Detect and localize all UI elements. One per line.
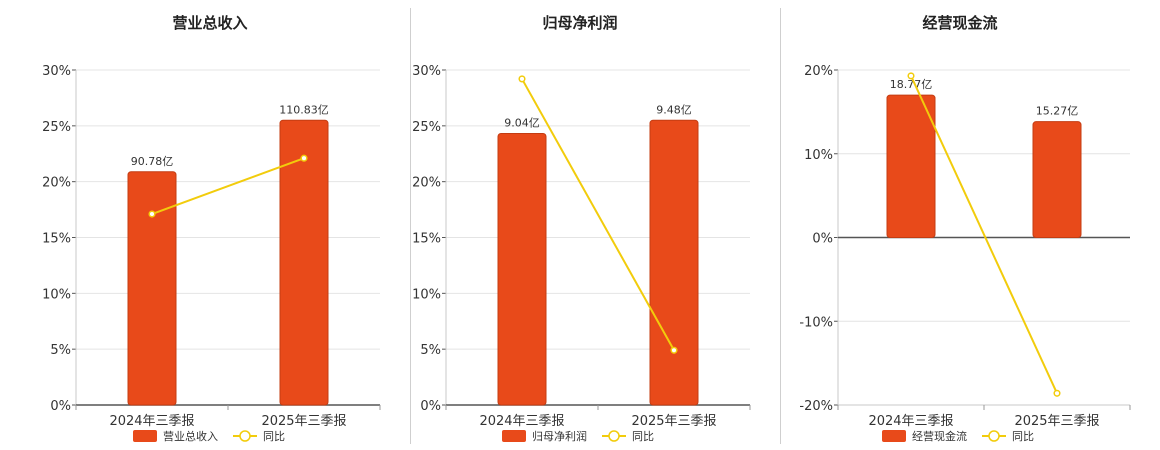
yoy-point: [907, 72, 915, 80]
legend-bar-label: 营业总收入: [163, 429, 218, 443]
bar-data-label: 9.48亿: [656, 103, 692, 116]
y-tick-label: 0%: [50, 399, 71, 414]
y-tick-label: 5%: [420, 343, 441, 358]
x-tick-label: 2025年三季报: [261, 414, 346, 429]
yoy-point: [1053, 389, 1061, 397]
bar: [649, 119, 699, 406]
legend-line-marker: [608, 430, 620, 442]
chart-panel-cash-flow: 经营现金流 -20% -10% 0% 10% 20% 18.77亿 2024年三季报 15.27…: [780, 0, 1160, 450]
chart-net-profit: 归母净利润 0% 5% 10% 15% 20% 25% 30% 9.04亿 2024年三季报 9.4…: [412, 14, 751, 443]
yoy-point: [148, 210, 156, 218]
y-tick-label: 25%: [412, 120, 441, 135]
y-tick-label: 25%: [42, 120, 71, 135]
legend-line-marker: [988, 430, 1000, 442]
legend-bar-swatch: [133, 430, 157, 442]
y-tick-label: 15%: [42, 232, 71, 247]
chart-title: 营业总收入: [172, 14, 247, 32]
x-tick-label: 2024年三季报: [109, 414, 194, 429]
x-tick-label: 2025年三季报: [631, 414, 716, 429]
legend-bar-swatch: [882, 430, 906, 442]
yoy-line: [910, 75, 1058, 394]
legend-line-label: 同比: [1012, 430, 1034, 443]
y-tick-label: 20%: [412, 176, 441, 191]
y-tick-label: 10%: [412, 287, 441, 302]
bar-data-label: 90.78亿: [131, 155, 174, 168]
y-tick-label: 20%: [804, 64, 833, 79]
y-tick-label: 20%: [42, 176, 71, 191]
chart-title: 经营现金流: [922, 14, 997, 32]
bar-data-label: 15.27亿: [1036, 105, 1079, 118]
y-tick-label: 0%: [420, 399, 441, 414]
yoy-point: [518, 75, 526, 83]
yoy-point: [300, 154, 308, 162]
chart-revenue: 营业总收入 0% 5% 10% 15% 20% 25% 30% 90.78亿 2024年三季报 11…: [42, 14, 381, 443]
chart-panel-net-profit: 归母净利润 0% 5% 10% 15% 20% 25% 30% 9.04亿 2024年三季报 9.4…: [410, 0, 780, 450]
y-tick-label: 15%: [412, 232, 441, 247]
yoy-line: [151, 157, 305, 215]
yoy-point: [670, 346, 678, 354]
y-tick-label: -20%: [799, 399, 833, 414]
chart-title: 归母净利润: [542, 14, 617, 32]
y-tick-label: -10%: [799, 315, 833, 330]
bar: [127, 171, 177, 406]
y-tick-label: 10%: [42, 287, 71, 302]
bar: [497, 132, 547, 406]
yoy-line: [521, 78, 675, 351]
y-tick-label: 10%: [804, 148, 833, 163]
legend-bar-label: 归母净利润: [532, 429, 587, 443]
bar-data-label: 18.77亿: [890, 78, 933, 91]
legend-line-marker: [239, 430, 251, 442]
bar: [1032, 121, 1082, 238]
x-tick-label: 2024年三季报: [868, 414, 953, 429]
legend-bar-swatch: [502, 430, 526, 442]
y-tick-label: 5%: [50, 343, 71, 358]
panel-divider: [410, 8, 411, 444]
chart-panel-revenue: 营业总收入 0% 5% 10% 15% 20% 25% 30% 90.78亿 2024年三季报 11…: [0, 0, 400, 450]
x-tick-label: 2024年三季报: [479, 414, 564, 429]
panel-divider: [780, 8, 781, 444]
bar-data-label: 110.83亿: [279, 103, 329, 116]
y-tick-label: 30%: [412, 64, 441, 79]
x-tick-label: 2025年三季报: [1014, 414, 1099, 429]
bar: [279, 119, 329, 406]
y-tick-label: 0%: [812, 232, 833, 247]
bar-data-label: 9.04亿: [504, 116, 540, 129]
legend-line-label: 同比: [632, 430, 654, 443]
chart-cash-flow: 经营现金流 -20% -10% 0% 10% 20% 18.77亿 2024年三季报 15.27…: [799, 14, 1131, 443]
bar: [886, 94, 936, 238]
legend-line-label: 同比: [263, 430, 285, 443]
legend-bar-label: 经营现金流: [912, 429, 967, 443]
y-tick-label: 30%: [42, 64, 71, 79]
